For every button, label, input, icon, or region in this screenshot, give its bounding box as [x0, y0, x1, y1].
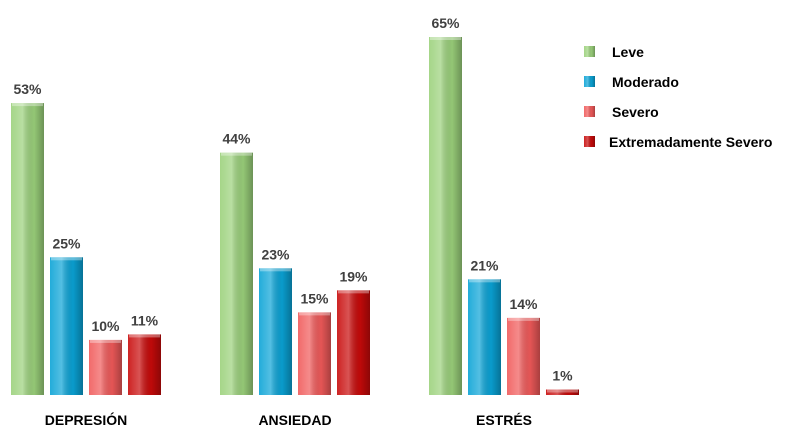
value-label-estres-extremadamente-severo: 1%: [552, 367, 573, 383]
legend-swatch-shine-extremadamente-severo: [584, 136, 595, 147]
bar-shine-depresion-leve: [11, 103, 44, 395]
bar-top-estres-severo: [508, 317, 539, 321]
value-labels-group: 53% 25% 10% 11% 44% 23% 15% 19% 65% 21% 14% 1%: [13, 15, 573, 383]
bar-top-estres-leve: [430, 37, 461, 40]
bar-top-depresion-leve: [12, 103, 43, 107]
bar-shine-depresion-severo: [89, 339, 122, 395]
value-label-depresion-extremadamente-severo: 11%: [131, 312, 159, 328]
bar-shine-estres-leve: [429, 37, 462, 395]
value-label-ansiedad-severo: 15%: [300, 290, 329, 306]
value-label-estres-leve: 65%: [431, 15, 460, 31]
bar-top-ansiedad-extremadamente-severo: [338, 290, 369, 294]
bar-shine-estres-severo: [507, 317, 540, 395]
bar-shine-ansiedad-extremadamente-severo: [337, 290, 370, 395]
bar-top-ansiedad-severo: [299, 312, 330, 316]
value-label-ansiedad-extremadamente-severo: 19%: [339, 268, 368, 284]
bar-shine-ansiedad-moderado: [259, 268, 292, 395]
value-label-depresion-leve: 53%: [13, 81, 42, 97]
legend-label-moderado: Moderado: [612, 74, 679, 90]
category-label-ansiedad: ANSIEDAD: [258, 412, 331, 426]
category-labels-group: DEPRESIÓN ANSIEDAD ESTRÉS: [45, 411, 532, 426]
bar-shine-ansiedad-severo: [298, 312, 331, 395]
bar-shine-depresion-moderado: [50, 257, 83, 395]
bar-shine-estres-extremadamente-severo: [546, 389, 579, 395]
category-label-depresion: DEPRESIÓN: [45, 411, 127, 426]
bar-shine-estres-moderado: [468, 279, 501, 395]
bar-top-depresion-extremadamente-severo: [129, 334, 160, 338]
bar-top-ansiedad-leve: [221, 152, 252, 156]
value-label-estres-severo: 14%: [509, 296, 538, 312]
bar-shine-depresion-extremadamente-severo: [128, 334, 161, 395]
bars-group: [11, 37, 579, 395]
value-label-ansiedad-leve: 44%: [222, 131, 251, 147]
legend-label-extremadamente-severo: Extremadamente Severo: [609, 134, 772, 150]
bar-top-ansiedad-moderado: [260, 268, 291, 272]
legend-swatch-shine-leve: [584, 46, 595, 57]
bar-top-estres-extremadamente-severo: [547, 389, 578, 393]
legend-swatch-shine-moderado: [584, 76, 595, 87]
value-label-estres-moderado: 21%: [470, 257, 499, 273]
bar-top-depresion-severo: [90, 339, 121, 343]
value-label-ansiedad-moderado: 23%: [261, 246, 290, 262]
legend: Leve Moderado Severo Extremadamente Severo: [584, 44, 772, 150]
legend-swatch-shine-severo: [584, 106, 595, 117]
value-label-depresion-moderado: 25%: [52, 235, 81, 251]
bar-top-depresion-moderado: [51, 257, 82, 261]
value-label-depresion-severo: 10%: [91, 318, 120, 334]
bar-shine-ansiedad-leve: [220, 152, 253, 395]
legend-label-severo: Severo: [612, 104, 659, 120]
legend-label-leve: Leve: [612, 44, 644, 60]
bar-top-estres-moderado: [469, 279, 500, 283]
category-label-estres: ESTRÉS: [476, 412, 532, 426]
